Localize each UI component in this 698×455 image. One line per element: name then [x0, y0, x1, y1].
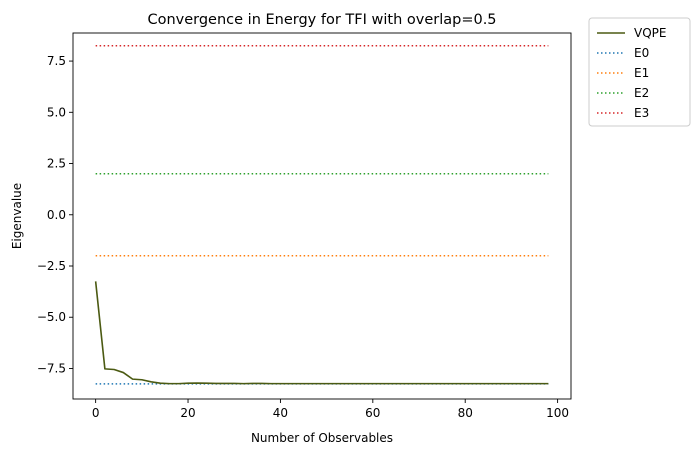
chart-title: Convergence in Energy for TFI with overl…	[147, 12, 496, 28]
y-tick-label: −7.5	[37, 361, 66, 375]
x-tick-label: 80	[458, 406, 473, 420]
x-tick-label: 0	[92, 406, 100, 420]
y-tick-label: 7.5	[47, 54, 66, 68]
legend-label-e0: E0	[634, 46, 649, 60]
legend: VQPE E0 E1 E2 E3	[588, 17, 691, 127]
axes: 0 20 40 60 80 100 −7.5 −5.0 −2.5 0.0 2.5 5.0 7.5	[37, 32, 572, 420]
axes-frame	[72, 32, 572, 400]
x-tick-label: 40	[273, 406, 288, 420]
y-tick-label: 0.0	[47, 208, 66, 222]
y-tick-label: 5.0	[47, 105, 66, 119]
y-tick-label: 2.5	[47, 157, 66, 171]
y-tick-label: −2.5	[37, 259, 66, 273]
x-tick-label: 20	[180, 406, 195, 420]
legend-label-e2: E2	[634, 86, 649, 100]
series-line-vqpe	[94, 281, 549, 385]
x-tick-label: 60	[365, 406, 380, 420]
legend-box	[588, 17, 691, 127]
series-group	[94, 44, 549, 385]
y-axis-label: Eigenvalue	[10, 183, 24, 249]
legend-label-e3: E3	[634, 106, 649, 120]
legend-label-vqpe: VQPE	[634, 26, 666, 40]
y-tick-label: −5.0	[37, 310, 66, 324]
legend-label-e1: E1	[634, 66, 649, 80]
plot-area	[94, 44, 549, 385]
x-tick-label: 100	[546, 406, 569, 420]
x-axis-label: Number of Observables	[251, 431, 393, 445]
